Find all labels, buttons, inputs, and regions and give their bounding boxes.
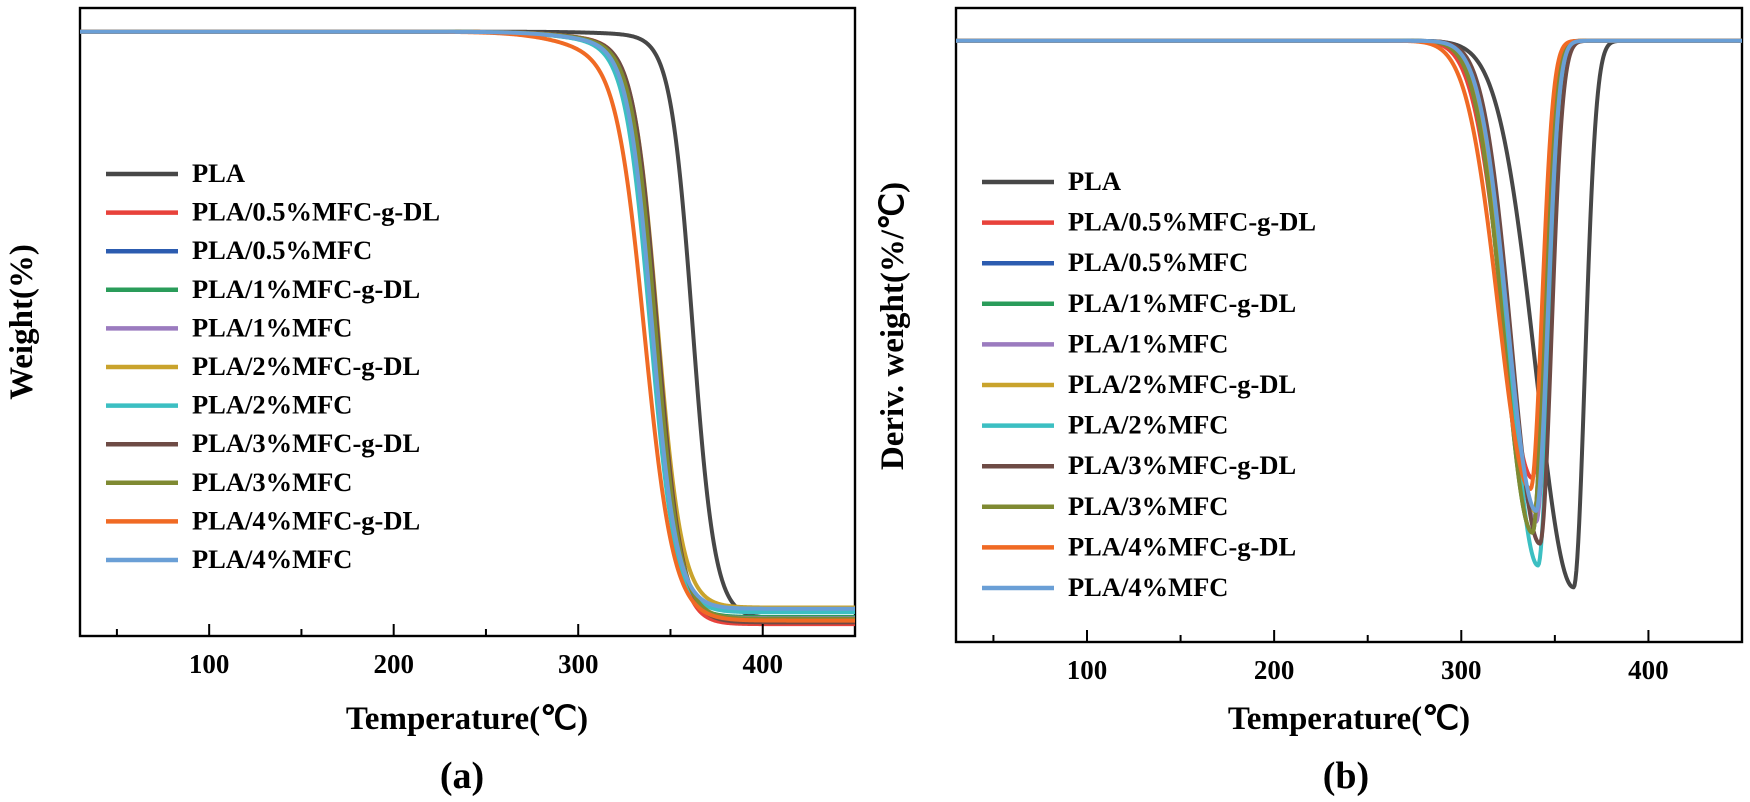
x-tick-label: 400 bbox=[742, 649, 783, 679]
panel-a: 100 200 300 400 PLA PLA/0.5%MFC-g-DL PLA/0.5%… bbox=[4, 6, 857, 797]
legend-label: PLA/4%MFC bbox=[1068, 572, 1228, 602]
legend-label: PLA/1%MFC bbox=[1068, 328, 1228, 358]
panel-a-x-ticks: 100 200 300 400 bbox=[115, 624, 856, 679]
legend-label: PLA/0.5%MFC bbox=[1068, 247, 1248, 277]
panel-a-legend: PLA PLA/0.5%MFC-g-DL PLA/0.5%MFC PLA/1%MFC-… bbox=[106, 158, 440, 574]
x-tick-label: 300 bbox=[558, 649, 599, 679]
legend-label: PLA bbox=[1068, 166, 1121, 196]
x-tick-label: 100 bbox=[189, 649, 230, 679]
legend-label: PLA/0.5%MFC-g-DL bbox=[1068, 207, 1316, 237]
series-line bbox=[78, 29, 857, 611]
panel-b-plot-frame bbox=[954, 6, 1744, 644]
legend-label: PLA/3%MFC bbox=[1068, 491, 1228, 521]
panel-b-x-ticks: 100 200 300 400 bbox=[992, 630, 1743, 685]
legend-label: PLA/0.5%MFC bbox=[192, 235, 372, 265]
legend-label: PLA/4%MFC-g-DL bbox=[1068, 531, 1296, 561]
series-line bbox=[954, 38, 1744, 513]
legend-label: PLA/4%MFC bbox=[192, 544, 352, 574]
x-tick-label: 200 bbox=[1254, 655, 1295, 685]
legend-label: PLA/2%MFC-g-DL bbox=[192, 351, 420, 381]
legend-label: PLA bbox=[192, 158, 245, 188]
panel-a-series-group bbox=[78, 29, 857, 627]
legend-label: PLA/3%MFC-g-DL bbox=[1068, 450, 1296, 480]
legend-label: PLA/3%MFC-g-DL bbox=[192, 428, 420, 458]
panel-b-series-group bbox=[954, 38, 1744, 590]
legend-label: PLA/3%MFC bbox=[192, 467, 352, 497]
x-tick-label: 300 bbox=[1441, 655, 1482, 685]
x-tick-label: 100 bbox=[1067, 655, 1108, 685]
legend-label: PLA/2%MFC bbox=[192, 390, 352, 420]
legend-label: PLA/1%MFC bbox=[192, 312, 352, 342]
panel-b-x-axis-title: Temperature(℃) bbox=[1228, 701, 1470, 737]
legend-label: PLA/1%MFC-g-DL bbox=[192, 274, 420, 304]
panel-a-label: (a) bbox=[440, 755, 484, 797]
legend-label: PLA/0.5%MFC-g-DL bbox=[192, 197, 440, 227]
panel-b-y-axis-title: Deriv. weight(%/℃) bbox=[875, 182, 911, 470]
panel-a-y-axis-title: Weight(%) bbox=[4, 244, 40, 400]
panel-a-x-axis-title: Temperature(℃) bbox=[346, 701, 588, 737]
panel-b-label: (b) bbox=[1323, 755, 1369, 797]
legend-label: PLA/4%MFC-g-DL bbox=[192, 505, 420, 535]
legend-label: PLA/2%MFC bbox=[1068, 410, 1228, 440]
panel-a-plot-frame bbox=[78, 6, 857, 638]
panel-b-legend: PLA PLA/0.5%MFC-g-DL PLA/0.5%MFC PLA/1%MFC-… bbox=[982, 166, 1316, 602]
legend-label: PLA/1%MFC-g-DL bbox=[1068, 288, 1296, 318]
panel-b: 100 200 300 400 PLA PLA/0.5%MFC-g-DL PLA/0.5%… bbox=[875, 6, 1744, 797]
legend-label: PLA/2%MFC-g-DL bbox=[1068, 369, 1296, 399]
x-tick-label: 200 bbox=[373, 649, 414, 679]
x-tick-label: 400 bbox=[1628, 655, 1669, 685]
